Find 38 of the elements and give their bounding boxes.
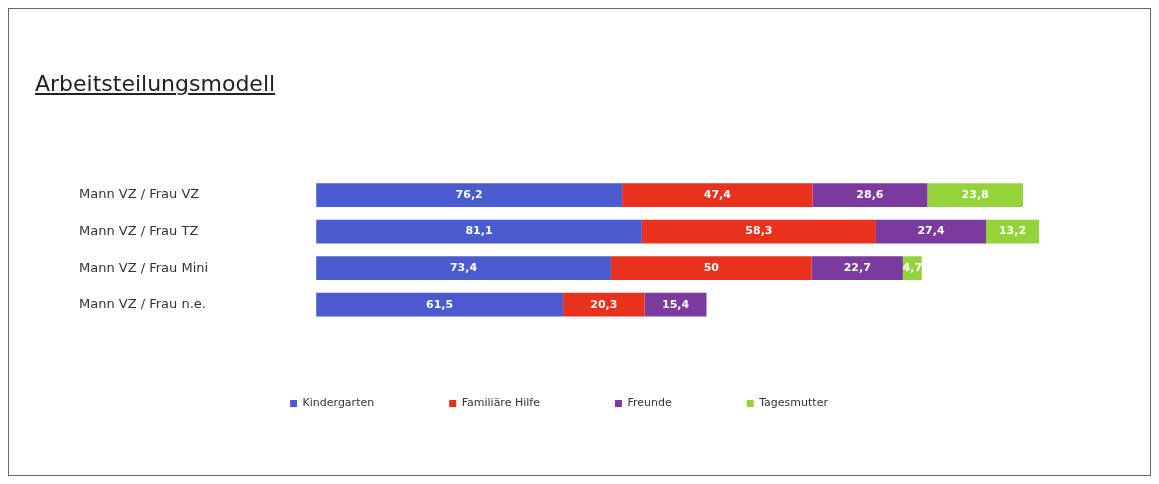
- data-label: 27,4: [917, 224, 945, 238]
- data-label: 81,1: [465, 224, 493, 238]
- data-label: 47,4: [703, 187, 732, 201]
- data-label: 73,4: [449, 261, 478, 275]
- legend-label: Tagesmutter: [758, 396, 829, 410]
- legend-label: Freunde: [627, 396, 672, 410]
- bar: [811, 256, 903, 281]
- data-label: 13,2: [998, 224, 1027, 238]
- data-label: 58,3: [745, 224, 773, 238]
- y-tick-label: Mann VZ / Frau VZ: [79, 186, 200, 202]
- data-label: 28,6: [856, 187, 884, 201]
- bar: [644, 292, 707, 317]
- bar: [641, 219, 876, 244]
- y-tick-label: Mann VZ / Frau n.e.: [79, 296, 206, 312]
- data-label: 15,4: [661, 297, 690, 311]
- bar: [563, 292, 645, 317]
- y-tick-label: Mann VZ / Frau TZ: [79, 223, 199, 238]
- bar: [927, 183, 1023, 207]
- legend-label: Kindergarten: [302, 396, 375, 410]
- data-label: 20,3: [590, 297, 618, 311]
- chart-title: Arbeitsteilungsmodell: [35, 71, 276, 96]
- bar: [622, 183, 813, 207]
- bar: [875, 219, 986, 244]
- y-tick-label: Mann VZ / Frau Mini: [79, 259, 209, 275]
- bar: [316, 256, 611, 281]
- bar: [316, 219, 642, 244]
- data-label: 76,2: [455, 187, 483, 201]
- bar: [316, 183, 623, 207]
- bar: [812, 183, 928, 207]
- bar: [316, 292, 564, 317]
- bar: [985, 219, 1039, 244]
- data-label: 61,5: [426, 297, 454, 311]
- data-label: 4,7: [902, 261, 923, 275]
- legend-label: Familiäre Hilfe: [461, 396, 541, 410]
- data-label: 50: [703, 261, 720, 275]
- data-label: 23,8: [961, 187, 989, 201]
- data-label: 22,7: [843, 261, 871, 275]
- bar: [610, 256, 812, 281]
